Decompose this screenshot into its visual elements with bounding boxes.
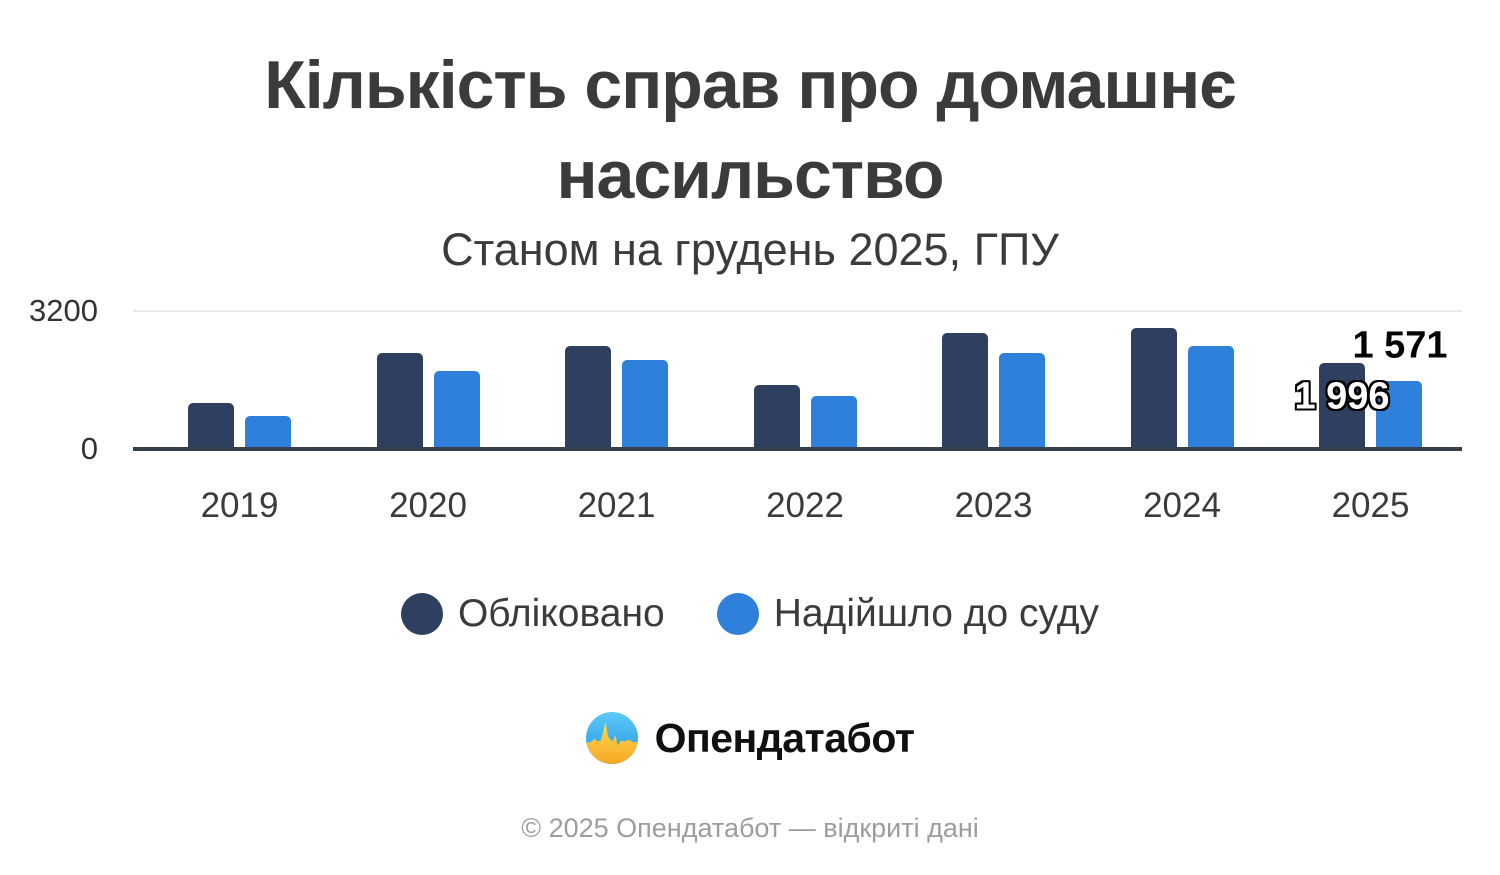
bar-2023-to-court	[999, 353, 1045, 449]
legend-label-to-court: Надійшло до суду	[773, 592, 1100, 635]
legend-label-recorded: Обліковано	[457, 592, 665, 635]
x-axis-label-2025: 2025	[1331, 486, 1410, 525]
bar-2025-recorded	[1319, 362, 1365, 449]
page-title: Кількість справ про домашнє насильство	[0, 40, 1500, 220]
bar-2022-to-court	[810, 395, 857, 449]
x-axis-line	[133, 447, 1462, 451]
bar-2020-to-court	[433, 370, 480, 449]
legend-marker-recorded-icon	[400, 593, 443, 635]
page-title-line2: насильство	[556, 137, 944, 213]
bar-2021-recorded	[565, 345, 611, 449]
data-label-2025-to-court: 1 571	[1352, 324, 1448, 367]
legend-marker-to-court-icon	[716, 593, 759, 635]
x-axis-labels: 2019 2020 2021 2022 2023 2024 2025	[0, 486, 1500, 526]
bar-2022-recorded	[753, 385, 800, 449]
x-axis-label-2020: 2020	[389, 486, 467, 525]
copyright-footer: © 2025 Опендатабот — відкриті дані	[521, 813, 979, 843]
x-axis-label-2024: 2024	[1143, 486, 1221, 525]
bar-2019-to-court	[245, 416, 291, 449]
bar-2025-to-court	[1376, 381, 1422, 449]
opendatabot-wordmark: Опендатабот	[654, 714, 915, 761]
bar-2019-recorded	[188, 402, 234, 449]
gridline-top	[133, 310, 1462, 312]
bar-2023-recorded	[942, 333, 988, 449]
bar-2024-to-court	[1187, 345, 1234, 449]
opendatabot-flag-icon	[585, 712, 638, 764]
legend: Обліковано Надійшло до суду	[0, 592, 1500, 636]
opendatabot-logo: Опендатабот	[0, 712, 1500, 764]
y-axis-tick-3200: 3200	[29, 293, 98, 328]
data-label-2025-recorded: 1 996	[1294, 375, 1390, 418]
bar-2024-recorded	[1130, 328, 1177, 449]
plot-area	[133, 311, 1462, 449]
chart-subtitle: Станом на грудень 2025, ГПУ	[441, 224, 1059, 275]
legend-item-recorded: Обліковано	[400, 592, 665, 636]
bar-2020-recorded	[376, 353, 423, 449]
y-axis-tick-0: 0	[80, 431, 98, 466]
x-axis-label-2022: 2022	[766, 486, 844, 525]
x-axis-label-2021: 2021	[577, 486, 656, 525]
legend-item-to-court: Надійшло до суду	[716, 592, 1100, 636]
x-axis-label-2019: 2019	[200, 486, 279, 525]
page-title-line1: Кількість справ про домашнє	[264, 47, 1236, 123]
bar-2021-to-court	[622, 359, 668, 449]
x-axis-label-2023: 2023	[954, 486, 1033, 525]
